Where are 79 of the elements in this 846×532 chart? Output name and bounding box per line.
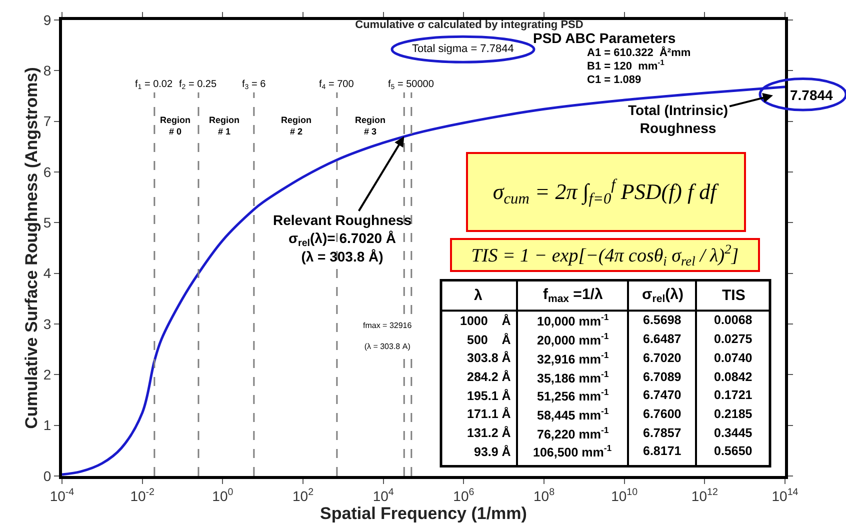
annotation: 0.0740 [714, 351, 752, 365]
y-tick-label: 5 [43, 214, 52, 231]
annotation: f$_{max}$ =1/λ [543, 286, 604, 306]
annotation: Region # 3 [355, 115, 386, 137]
annotation: TIS [722, 287, 746, 304]
annotation: 106,500 mm$^{-1}$ [533, 443, 612, 460]
annotation: σ$_{rel}$(λ) [642, 286, 684, 306]
annotation: 6.5698 [643, 313, 682, 327]
x-tick-label: 10$^{-2}$ [130, 486, 154, 504]
annotation: 500 Å [467, 332, 511, 347]
ref-line-label: f$_{4}$ = 700 [319, 79, 354, 92]
chart-title: Cumulative σ calculated by integrating PSD [355, 18, 584, 31]
annotation: 6.7020 [643, 351, 682, 365]
annotation: PSD ABC Parameters [533, 30, 676, 46]
annotation: A1 = 610.322 Å²mm [587, 46, 691, 59]
annotation: 0.0842 [714, 370, 752, 384]
x-tick-label: 10$^{0}$ [212, 486, 234, 504]
x-tick-label: 10$^{4}$ [372, 486, 394, 504]
y-tick-label: 1 [43, 417, 52, 434]
y-tick-label: 7 [43, 113, 52, 130]
annotation: 6.7857 [643, 426, 682, 440]
y-tick-label: 3 [43, 316, 52, 332]
x-tick-label: 10$^{12}$ [691, 486, 718, 504]
annotation: 32,916 mm$^{-1}$ [537, 350, 609, 366]
ref-line-label: f$_{1}$ = 0.02 [135, 79, 173, 92]
annotation: 0.0068 [714, 313, 752, 327]
annotation: 76,220 mm$^{-1}$ [537, 425, 609, 442]
annotation: Total (Intrinsic) Roughness [628, 102, 728, 136]
annotation: 6.7089 [643, 370, 682, 384]
y-tick-label: 0 [43, 468, 52, 484]
ref-line-label: f$_{3}$ = 6 [242, 79, 266, 92]
y-tick-label: 4 [43, 265, 52, 282]
annotation: Relevant Roughness σ$_{rel}$(λ)= 6.7020 Å (λ = 303.8 Å) [273, 212, 412, 264]
annotation: 51,256 mm$^{-1}$ [537, 387, 609, 404]
text: 7.7844 [790, 87, 834, 103]
annotation: 171.1 Å [467, 406, 511, 421]
x-tick-label: 10$^{14}$ [772, 486, 799, 504]
x-axis-title: Spatial Frequency (1/mm) [320, 504, 527, 523]
annotation: 6.6487 [643, 332, 682, 346]
annotation: 195.1 Å [467, 388, 511, 403]
ref-line-label: f$_{5}$ = 50000 [388, 79, 434, 92]
annotation: σ$_{cum}$ = 2π ∫$_{f=0}$$^{f}$ PSD(f) f df [492, 176, 720, 208]
annotation: 6.7600 [643, 407, 682, 421]
annotation: 0.3445 [714, 426, 752, 440]
y-tick-label: 9 [43, 12, 52, 28]
annotation: 0.1721 [714, 388, 752, 402]
annotation: Total sigma = 7.7844 [412, 43, 514, 55]
ref-line-label: f$_{2}$ = 0.25 [179, 79, 217, 92]
annotation: 0.0275 [714, 332, 752, 346]
annotation: 10,000 mm$^{-1}$ [537, 312, 609, 328]
annotation: Region # 2 [281, 115, 312, 137]
text: fmax = 32916 (λ = 303.8 A) [363, 321, 412, 351]
x-tick-label: 10$^{8}$ [533, 486, 556, 504]
annotation: 303.8 Å [467, 350, 511, 365]
x-tick-label: 10$^{10}$ [611, 486, 638, 504]
annotation: 20,000 mm$^{-1}$ [537, 331, 609, 348]
y-tick-label: 2 [43, 366, 52, 383]
annotation: 0.5650 [714, 444, 752, 458]
annotation: 131.2 Å [467, 425, 511, 440]
annotation: C1 = 1.089 [587, 74, 642, 86]
x-tick-label: 10$^{6}$ [453, 486, 475, 504]
annotation: 0.2185 [714, 407, 752, 421]
annotation: 58,445 mm$^{-1}$ [537, 406, 609, 422]
annotation: 6.8171 [643, 444, 682, 458]
annotation: Region # 1 [209, 115, 240, 137]
annotation: B1 = 120 mm$^{-1}$ [587, 58, 666, 73]
y-axis-title: Cumulative Surface Roughness (Angstroms) [22, 67, 41, 429]
x-tick-label: 10$^{-4}$ [50, 486, 75, 504]
annotation: λ [474, 287, 483, 304]
annotation: 1000 Å [460, 313, 511, 328]
annotation: 6.7470 [643, 388, 682, 402]
x-tick-label: 10$^{2}$ [292, 486, 314, 504]
annotation: 93.9 Å [474, 444, 511, 459]
annotation: TIS = 1 − exp[−(4π cosθ$_{i}$ σ$_{rel}$ / λ)$^{2}$] [471, 242, 739, 268]
annotation: 35,186 mm$^{-1}$ [537, 369, 609, 386]
annotation: Region # 0 [160, 115, 190, 137]
annotation: 284.2 Å [467, 369, 511, 384]
y-tick-label: 6 [43, 164, 52, 180]
y-tick-label: 8 [43, 62, 52, 79]
